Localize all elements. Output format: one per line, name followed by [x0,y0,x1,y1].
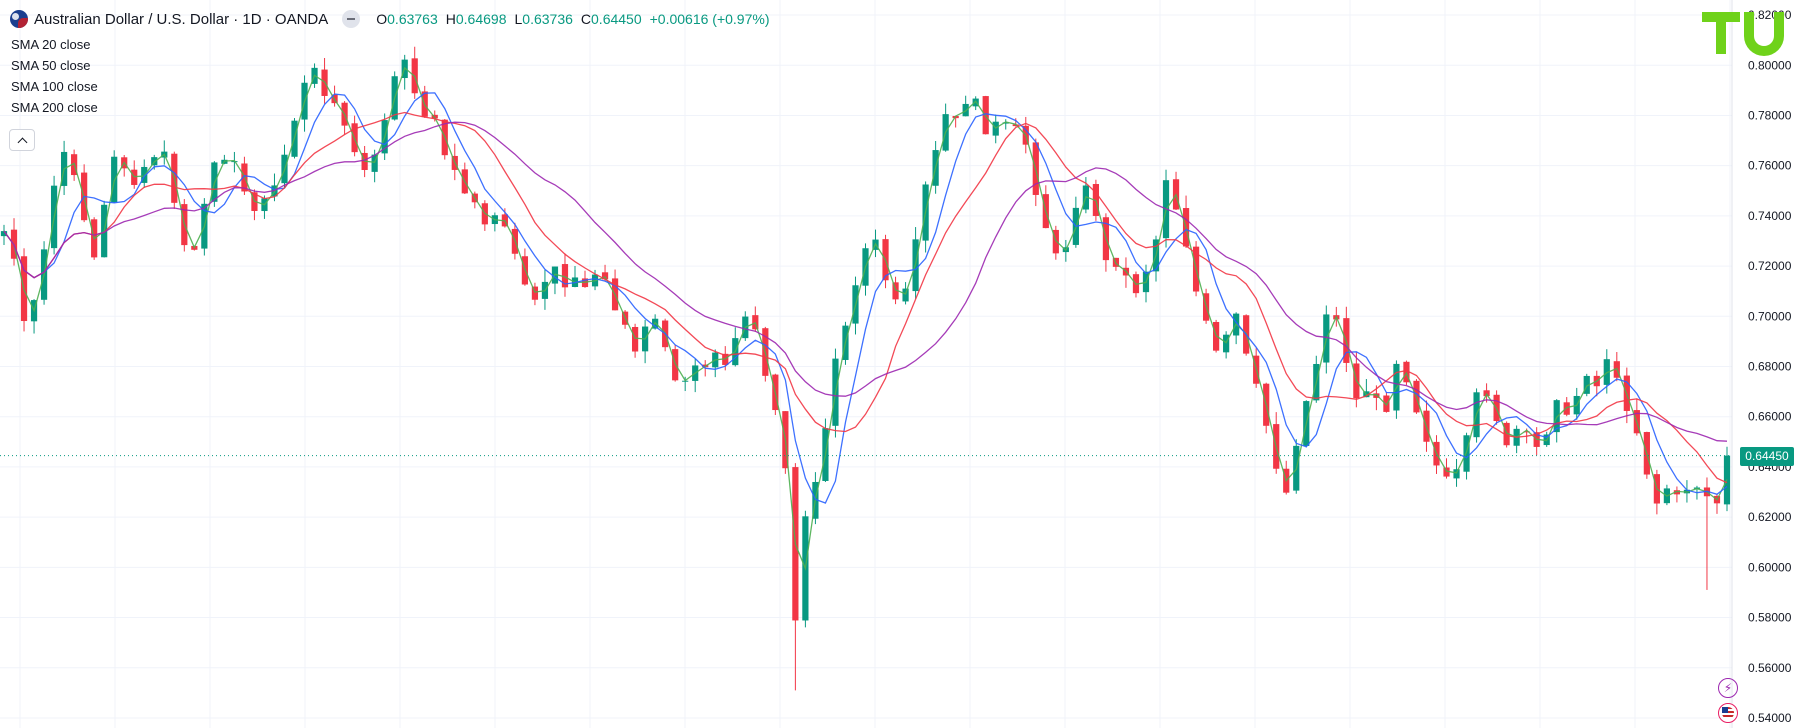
y-tick-label: 0.60000 [1748,560,1792,574]
y-tick-label: 0.62000 [1748,510,1792,524]
candlestick-series [0,46,1731,691]
candle-body [1453,469,1460,479]
chevron-up-icon[interactable] [9,129,35,151]
collapse-legend-icon[interactable] [342,10,361,28]
candle-body [1002,122,1009,124]
candle-body [892,282,899,300]
price-change: +0.00616 (+0.97%) [649,11,770,27]
chart-header: Australian Dollar / U.S. Dollar · 1D · O… [10,8,770,30]
ohlc-high: H0.64698 [445,11,507,27]
candle-body [1052,229,1059,254]
candle-body [1012,124,1019,127]
indicator-sma-50[interactable]: SMA 50 close [11,58,91,73]
y-tick-label: 0.76000 [1748,159,1792,173]
candle-body [1092,184,1100,216]
chart-grid [0,0,1733,728]
ohlc-close: C0.64450 [580,11,642,27]
y-tick-label: 0.66000 [1748,410,1792,424]
y-tick-label: 0.68000 [1748,360,1792,374]
candle-body [601,272,609,280]
indicator-sma-20[interactable]: SMA 20 close [11,37,91,52]
price-axis: 0.820000.800000.780000.760000.740000.720… [1748,8,1792,725]
y-tick-label: 0.58000 [1748,611,1792,625]
symbol-title[interactable]: Australian Dollar / U.S. Dollar · 1D · O… [34,10,329,28]
sma-line-100 [3,111,1728,484]
sma-series [3,66,1728,571]
candle-body [1523,431,1530,433]
candle-body [1443,467,1450,477]
candle-body [0,231,8,237]
candle-body [982,96,989,135]
candle-body [1563,402,1570,415]
indicator-sma-200[interactable]: SMA 200 close [11,100,98,115]
last-price-label: 0.64450 [1740,447,1794,466]
candle-body [531,286,539,300]
us-flag-icon[interactable] [1718,703,1738,723]
candle-body [1373,393,1380,398]
indicator-sma-100[interactable]: SMA 100 close [11,79,98,94]
candle-body [631,326,639,352]
sma-line-20 [3,66,1728,571]
y-tick-label: 0.56000 [1748,661,1792,675]
y-tick-label: 0.74000 [1748,209,1792,223]
candle-body [962,103,969,117]
indicator-legend: SMA 20 close SMA 50 close SMA 100 close … [11,34,98,118]
y-tick-label: 0.72000 [1748,259,1792,273]
y-tick-label: 0.70000 [1748,309,1792,323]
y-tick-label: 0.54000 [1748,711,1792,725]
tu-logo-icon [1702,12,1784,56]
candle-body [1503,422,1510,446]
candle-body [1553,400,1560,433]
ohlc-open: O0.63763 [376,11,438,27]
candle-body [371,154,378,172]
y-tick-label: 0.80000 [1748,58,1792,72]
candle-body [561,264,569,288]
au-flag-icon [10,10,28,28]
lightning-icon[interactable]: ⚡ [1718,678,1738,698]
ohlc-low: L0.63736 [514,11,573,27]
candle-body [972,98,979,107]
sma-line-200 [3,121,1728,442]
candle-body [1583,375,1590,394]
y-tick-label: 0.78000 [1748,108,1792,122]
candle-body [1673,490,1681,495]
candle-body [902,288,909,302]
candle-body [151,157,158,166]
